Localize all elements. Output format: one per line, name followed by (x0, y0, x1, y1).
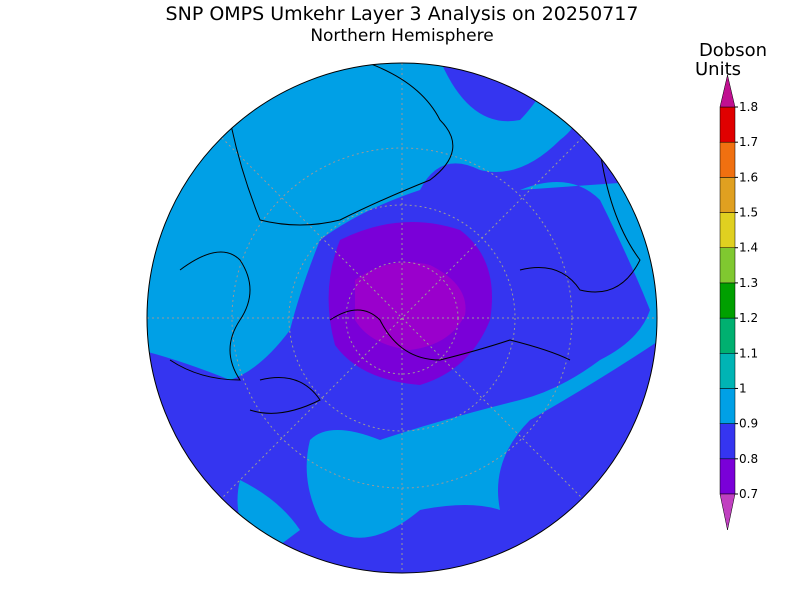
colorbar-tick-label: 1.7 (739, 135, 758, 149)
colorbar-tick-label: 0.9 (739, 417, 758, 431)
colorbar-segment (719, 353, 736, 389)
contour-region (147, 63, 580, 380)
map-border (146, 62, 658, 574)
colorbar-over (719, 74, 736, 108)
colorbar-tick-label: 0.8 (739, 452, 758, 466)
colorbar-segment (719, 317, 736, 354)
colorbar: 0.7 0.8 0.9 1 1.1 1.2 1.3 1.4 1.5 1.6 1.7 1.8 (719, 74, 758, 531)
colorbar-segment (719, 247, 736, 284)
colorbar-segment (719, 282, 736, 319)
colorbar-tick-label: 1.1 (739, 346, 758, 360)
colorbar-tick-label: 1.3 (739, 276, 758, 290)
coastlines (169, 63, 641, 414)
colorbar-segment (719, 212, 736, 248)
contour-region (306, 180, 657, 538)
colorbar-label: Dobson (699, 40, 767, 61)
colorbar-segment (719, 177, 736, 213)
colorbar-segment (719, 106, 736, 143)
colorbar-tick-label: 1.8 (739, 100, 758, 114)
subtitle: Northern Hemisphere (310, 26, 493, 46)
colorbar-label: Units (695, 59, 741, 80)
colorbar-tick-label: 0.7 (739, 487, 758, 501)
colorbar-tick-label: 1.2 (739, 311, 758, 325)
colorbar-segment (719, 423, 736, 460)
colorbar-segment (719, 458, 736, 495)
colorbar-tick-label: 1.5 (739, 206, 758, 220)
colorbar-segment (719, 388, 736, 424)
title: SNP OMPS Umkehr Layer 3 Analysis on 2025… (166, 3, 639, 25)
colorbar-under (719, 493, 736, 531)
graticule (147, 63, 657, 573)
colorbar-tick-label: 1 (739, 381, 747, 395)
contour-region (355, 262, 466, 350)
colorbar-tick-label: 1.6 (739, 170, 758, 184)
colorbar-tick-label: 1.4 (739, 241, 758, 255)
colorbar-segment (719, 141, 736, 178)
